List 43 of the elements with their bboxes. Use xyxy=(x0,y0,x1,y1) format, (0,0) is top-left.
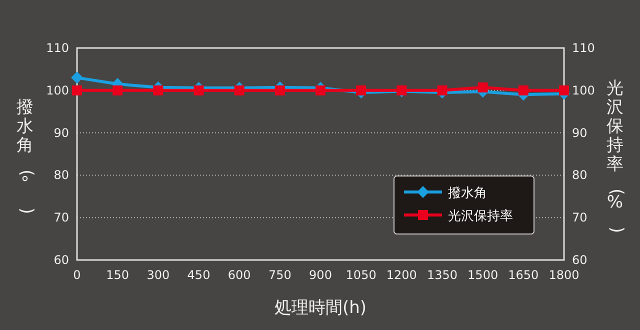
x-tick-label: 600 xyxy=(228,268,251,282)
y2-tick-label: 80 xyxy=(572,168,588,182)
y2-axis-title: 光沢保持率(%) xyxy=(606,78,627,234)
point xyxy=(234,85,244,96)
x-tick-label: 150 xyxy=(106,268,130,282)
x-tick-label: 450 xyxy=(187,268,210,282)
x-tick-label: 1200 xyxy=(386,268,417,282)
x-tick-label: 1500 xyxy=(468,268,498,282)
point xyxy=(559,85,569,96)
x-tick-label: 1050 xyxy=(346,268,376,282)
point xyxy=(72,85,82,96)
x-tick-label: 750 xyxy=(268,268,292,282)
y2-tick-label: 110 xyxy=(572,41,595,55)
point xyxy=(194,85,204,96)
x-tick-label: 300 xyxy=(146,268,170,282)
y2-tick-label: 90 xyxy=(572,126,588,140)
x-tick-label: 900 xyxy=(309,268,332,282)
y-tick-label: 100 xyxy=(46,83,69,98)
x-tick-label: 1800 xyxy=(548,268,580,282)
y2-tick-label: 60 xyxy=(572,253,588,267)
y-tick-label: 110 xyxy=(46,41,69,55)
y2-tick-label: 70 xyxy=(572,210,588,225)
point xyxy=(71,72,83,84)
x-tick-label: 0 xyxy=(73,268,81,282)
y-axis-title: 撥水角(°) xyxy=(16,98,37,214)
y-tick-label: 70 xyxy=(54,210,69,225)
x-tick-label: 1650 xyxy=(508,268,539,282)
point xyxy=(153,85,164,96)
point xyxy=(437,85,448,96)
legend-label: 光沢保持率 xyxy=(448,208,513,224)
y2-tick-label: 100 xyxy=(572,83,595,98)
y-tick-label: 60 xyxy=(54,253,69,267)
point xyxy=(274,85,285,96)
y-tick-label: 90 xyxy=(54,126,69,140)
point xyxy=(112,85,123,96)
point xyxy=(478,82,488,92)
point xyxy=(316,85,326,96)
x-tick-label: 1350 xyxy=(426,268,458,282)
x-axis-title: 処理時間(h) xyxy=(274,298,367,318)
legend-label: 撥水角 xyxy=(448,186,487,201)
point xyxy=(518,85,528,96)
y-tick-label: 80 xyxy=(54,168,69,182)
point xyxy=(356,85,366,96)
